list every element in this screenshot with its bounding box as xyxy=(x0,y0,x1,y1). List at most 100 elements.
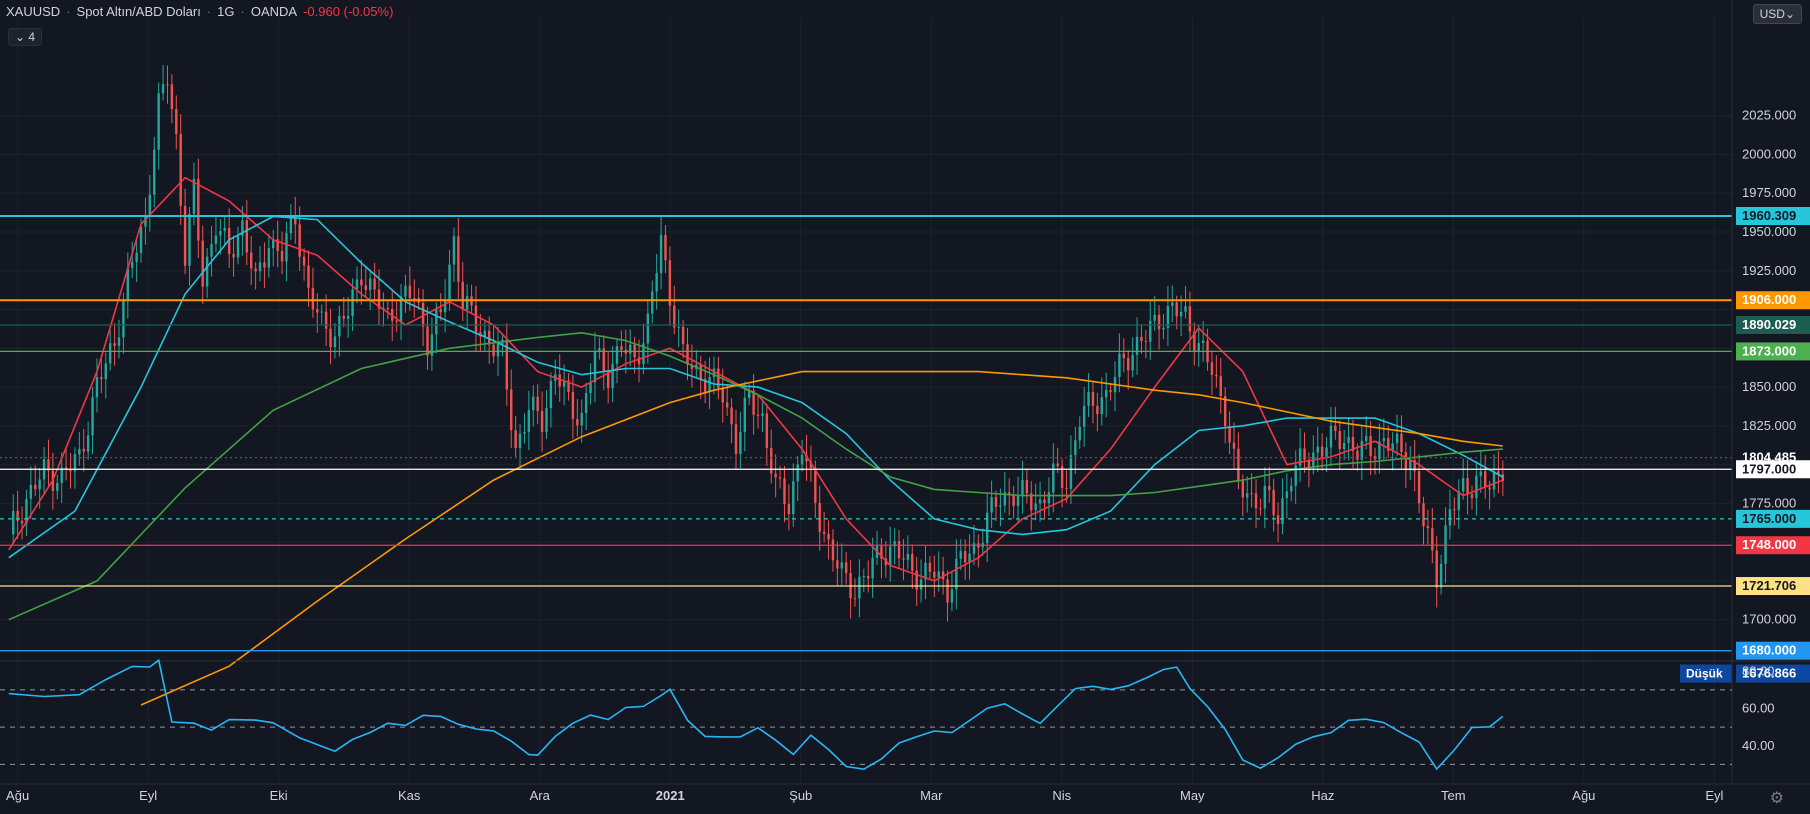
candle xyxy=(1413,440,1416,492)
rsi-tick-label: 80.00 xyxy=(1742,663,1775,678)
candle-body xyxy=(285,233,288,262)
candle xyxy=(1109,382,1112,401)
candle-body xyxy=(104,363,107,380)
candle-body xyxy=(505,339,509,390)
candle-body xyxy=(1334,425,1337,432)
candle-body xyxy=(1118,353,1121,378)
candle-body xyxy=(210,243,213,257)
candle-body xyxy=(1285,491,1289,499)
candle-body xyxy=(562,380,566,387)
candle-body xyxy=(1232,442,1236,449)
candle xyxy=(1157,305,1161,350)
candle-body xyxy=(188,213,191,266)
candle-body xyxy=(1025,480,1029,494)
candle xyxy=(523,413,526,444)
candle xyxy=(1263,467,1267,529)
candle-body xyxy=(157,93,160,150)
candle-body xyxy=(56,482,59,491)
candle-body xyxy=(175,109,178,135)
candle-body xyxy=(866,576,870,579)
candle xyxy=(219,218,222,255)
candle-body xyxy=(734,424,738,454)
candle-body xyxy=(139,226,143,253)
x-tick-label: Ağu xyxy=(1572,788,1595,803)
price-tag xyxy=(1736,291,1810,310)
candle-body xyxy=(1188,306,1192,332)
candle xyxy=(1223,387,1227,444)
currency-button[interactable]: USD⌄ xyxy=(1752,4,1802,24)
candle-body xyxy=(611,363,614,389)
candle-body xyxy=(311,287,315,310)
candle xyxy=(1316,426,1319,473)
candle xyxy=(430,317,434,372)
candle-body xyxy=(1122,353,1126,359)
candle xyxy=(1038,481,1042,522)
candle-body xyxy=(25,498,28,524)
candle xyxy=(1259,498,1262,516)
candle xyxy=(1448,489,1452,540)
candle xyxy=(567,373,570,401)
candle xyxy=(241,205,244,256)
candle xyxy=(959,539,962,571)
candle-body xyxy=(1100,397,1103,415)
candle xyxy=(924,545,927,600)
candle xyxy=(157,82,160,170)
rsi-tick-label: 60.00 xyxy=(1742,701,1775,716)
gear-icon[interactable]: ⚙ xyxy=(1769,790,1784,807)
candle-body xyxy=(1347,436,1350,444)
candle-body xyxy=(108,343,112,364)
candle-body xyxy=(703,378,707,392)
candle-body xyxy=(144,215,147,227)
candle-body xyxy=(814,467,817,503)
candle-body xyxy=(1303,448,1306,460)
candle-body xyxy=(324,311,328,329)
symbol-label[interactable]: XAUUSD xyxy=(6,4,61,19)
rsi-tick-label: 40.00 xyxy=(1742,738,1775,753)
candle-body xyxy=(153,149,156,195)
candle xyxy=(589,363,592,405)
candle xyxy=(298,206,301,271)
candle xyxy=(668,246,672,326)
candle xyxy=(183,188,187,275)
candle-body xyxy=(629,344,632,354)
candle-body xyxy=(822,531,826,534)
candle-body xyxy=(245,220,249,253)
candle-body xyxy=(496,343,500,357)
candle-body xyxy=(1034,503,1037,511)
candle-body xyxy=(1109,390,1112,393)
price-tag-label: 1873.000 xyxy=(1742,343,1796,358)
candle-body xyxy=(1501,474,1505,482)
candle-body xyxy=(972,543,976,554)
candle-body xyxy=(1246,493,1249,498)
candle xyxy=(1360,425,1364,480)
candle-body xyxy=(60,467,63,483)
candle xyxy=(646,300,650,364)
indicator-toggle-button[interactable]: ⌄ 4 xyxy=(8,28,43,46)
candle xyxy=(289,204,293,241)
candle-body xyxy=(148,194,152,216)
candle-body xyxy=(1052,463,1055,493)
candle-body xyxy=(1162,327,1165,330)
candle xyxy=(1100,377,1103,426)
candle xyxy=(1171,285,1174,323)
candle xyxy=(16,490,19,539)
candle xyxy=(510,369,513,449)
candle xyxy=(1091,381,1095,424)
candle-body xyxy=(752,390,755,415)
candle-body xyxy=(1140,336,1143,342)
x-tick-label: Nis xyxy=(1052,788,1071,803)
candle-body xyxy=(1290,485,1293,492)
candle xyxy=(1246,476,1249,513)
candle xyxy=(492,324,495,364)
candle-body xyxy=(893,541,896,547)
candle-body xyxy=(651,291,654,314)
candle xyxy=(827,520,830,560)
candle-body xyxy=(558,374,561,387)
candle-body xyxy=(267,248,271,268)
candle-body xyxy=(783,478,786,505)
interval-label[interactable]: 1G xyxy=(217,4,235,19)
candle-body xyxy=(1215,374,1218,377)
candle-body xyxy=(280,250,284,262)
candle xyxy=(426,306,429,370)
